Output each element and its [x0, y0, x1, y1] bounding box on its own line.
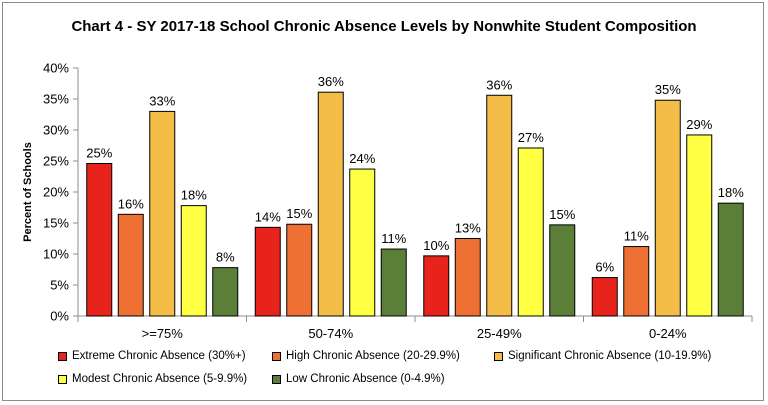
y-tick-label: 0%	[50, 309, 69, 324]
y-axis-label: Percent of Schools	[22, 142, 34, 242]
data-label: 10%	[423, 238, 449, 253]
data-label: 13%	[455, 221, 481, 236]
bar	[549, 224, 576, 317]
data-label: 25%	[86, 145, 112, 160]
x-tick-label: 25-49%	[477, 326, 522, 341]
bar	[254, 226, 281, 317]
y-tick-label: 5%	[50, 278, 69, 293]
x-tick-label: 50-74%	[308, 326, 353, 341]
bar	[454, 238, 481, 317]
data-label: 14%	[255, 209, 281, 224]
bar	[486, 94, 513, 317]
bar	[591, 277, 618, 317]
y-tick-label: 10%	[43, 247, 69, 262]
bar	[686, 134, 713, 317]
x-tick-label: 0-24%	[649, 326, 687, 341]
y-tick-label: 15%	[43, 216, 69, 231]
data-label: 27%	[518, 130, 544, 145]
bar	[623, 246, 650, 317]
bar	[286, 223, 313, 317]
data-label: 18%	[181, 188, 207, 203]
data-label: 36%	[486, 77, 512, 92]
bar	[180, 205, 207, 317]
y-tick-label: 35%	[43, 92, 69, 107]
data-label: 11%	[381, 231, 406, 246]
bar	[380, 248, 407, 317]
y-tick-label: 40%	[43, 61, 69, 76]
data-label: 15%	[549, 207, 575, 222]
bar	[717, 202, 744, 317]
data-label: 11%	[624, 229, 649, 244]
data-label: 29%	[686, 117, 712, 132]
data-label: 33%	[149, 93, 175, 108]
data-label: 16%	[118, 196, 144, 211]
bar	[86, 162, 113, 317]
chart-frame	[2, 2, 764, 401]
bar	[317, 91, 344, 317]
y-tick-label: 30%	[43, 123, 69, 138]
data-label: 35%	[655, 82, 681, 97]
x-tick-label: >=75%	[142, 326, 184, 341]
bar	[517, 147, 544, 317]
bar	[423, 255, 450, 317]
data-label: 24%	[349, 151, 375, 166]
bar	[654, 99, 681, 317]
y-tick-label: 20%	[43, 185, 69, 200]
data-label: 6%	[595, 260, 614, 275]
bar	[212, 267, 239, 317]
bar	[349, 168, 376, 317]
chart-title: Chart 4 - SY 2017-18 School Chronic Abse…	[71, 18, 697, 35]
bar	[117, 213, 144, 317]
data-label: 36%	[318, 74, 344, 89]
data-label: 15%	[286, 206, 312, 221]
bar	[149, 110, 176, 317]
data-label: 18%	[718, 185, 744, 200]
y-tick-label: 25%	[43, 154, 69, 169]
data-label: 8%	[216, 250, 235, 265]
